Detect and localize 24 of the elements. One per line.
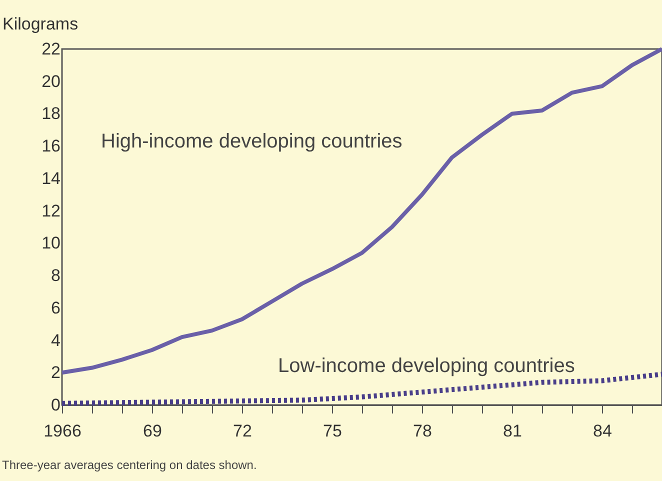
x-tick-label: 69	[143, 422, 162, 440]
y-tick-label: 0	[51, 396, 60, 414]
x-tick-label: 78	[413, 422, 432, 440]
y-axis-title: Kilograms	[2, 14, 78, 34]
x-tick-label: 1966	[44, 422, 82, 440]
y-tick-label: 18	[42, 104, 60, 124]
y-tick-label: 20	[42, 72, 60, 91]
y-tick-label: 6	[51, 298, 60, 318]
y-tick-label: 10	[42, 234, 60, 253]
x-tick-label: 72	[233, 422, 252, 440]
y-tick-label: 2	[51, 363, 60, 382]
y-tick-label: 8	[51, 266, 60, 286]
y-tick-label: 4	[51, 330, 60, 350]
line-series	[60, 47, 662, 375]
y-tick-label: 14	[42, 168, 60, 188]
y-tick-label: 22	[42, 40, 60, 58]
y-tick-label: 16	[42, 136, 60, 156]
y-tick-label: 12	[42, 201, 60, 220]
x-tick-label: 75	[323, 422, 342, 440]
x-tick-label: 81	[503, 422, 522, 440]
text: High-income developing countries	[101, 130, 402, 153]
series-label: Low-income developing countries	[278, 354, 575, 377]
x-tick-label: 84	[593, 422, 612, 440]
text: Three-year averages centering on dates shown.	[2, 458, 257, 472]
